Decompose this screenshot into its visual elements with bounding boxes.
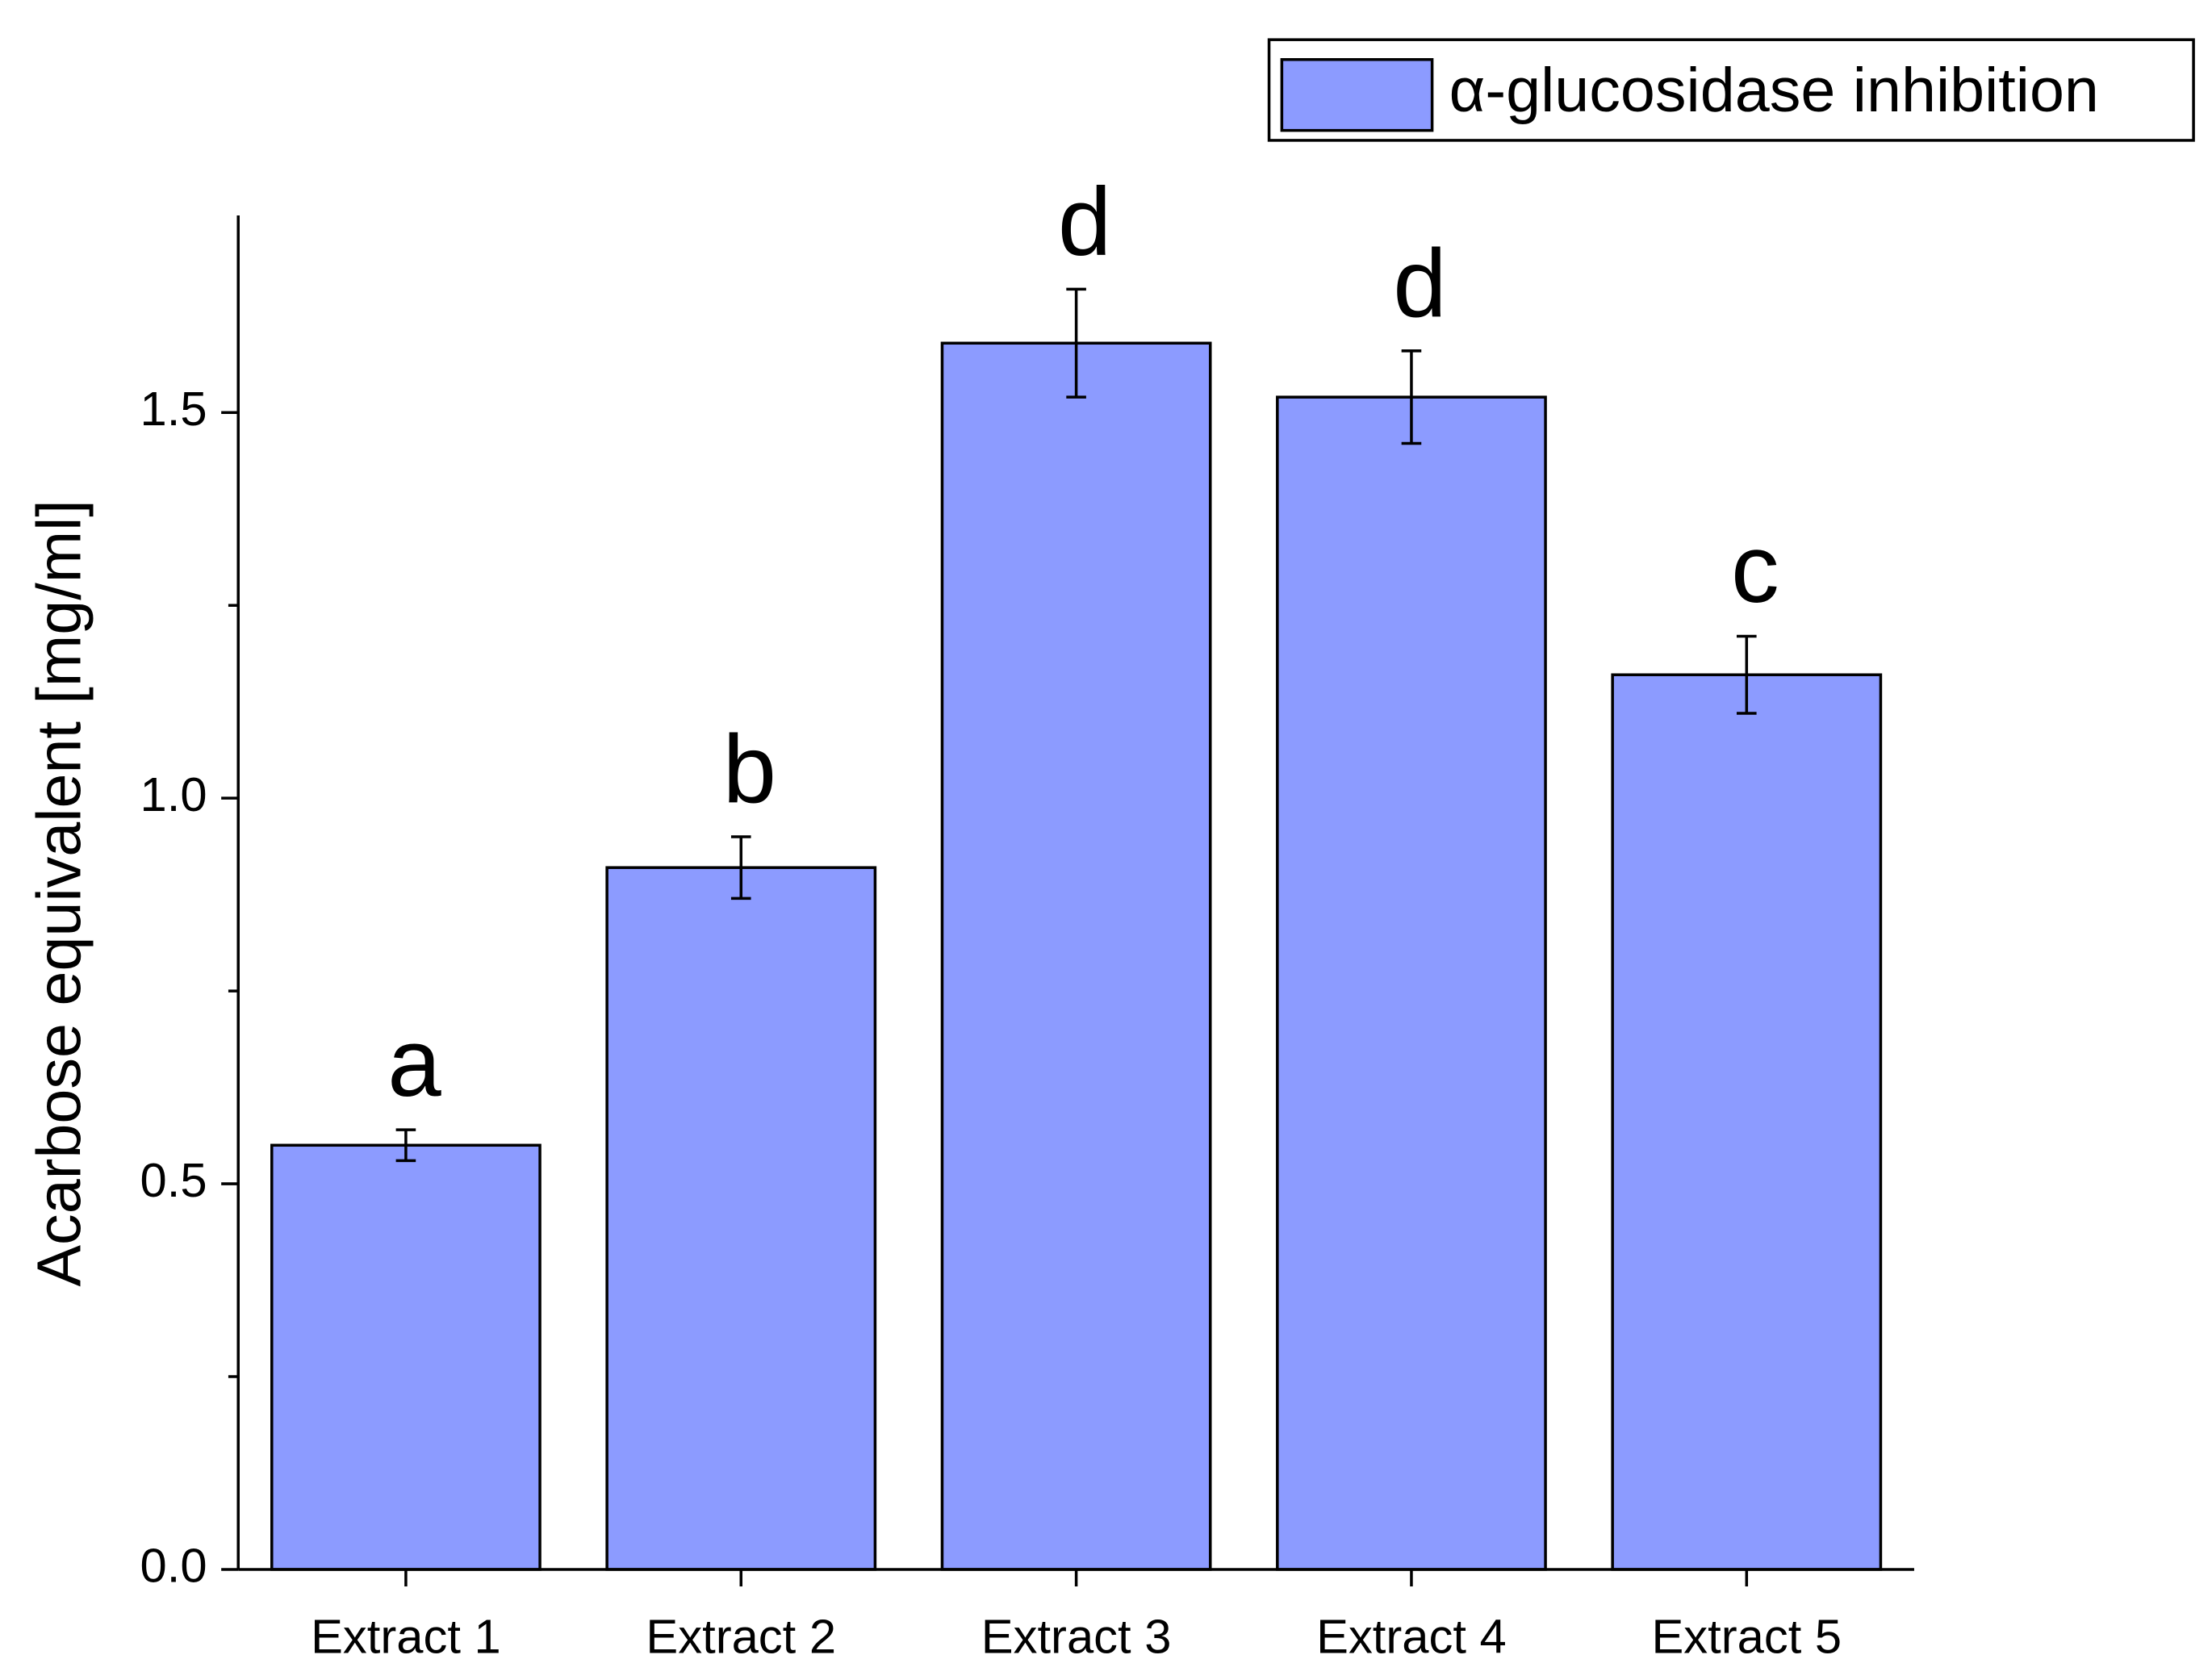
bar bbox=[1611, 673, 1883, 1571]
significance-letter: a bbox=[387, 1009, 441, 1117]
y-tick-label: 0.5 bbox=[140, 1153, 207, 1207]
y-tick-label: 1.0 bbox=[140, 767, 207, 821]
y-tick-label: 0.0 bbox=[140, 1539, 207, 1593]
x-tick-label: Extract 3 bbox=[981, 1610, 1172, 1664]
significance-letter: d bbox=[1058, 169, 1111, 276]
y-axis-label: Acarbose equivalent [mg/ml] bbox=[25, 499, 94, 1286]
x-tick-label: Extract 5 bbox=[1651, 1610, 1842, 1664]
error-bar bbox=[1736, 634, 1757, 715]
error-bar bbox=[395, 1128, 416, 1163]
bar bbox=[270, 1143, 542, 1571]
error-bar bbox=[1066, 287, 1086, 399]
significance-letter: d bbox=[1393, 231, 1446, 338]
significance-letter: b bbox=[723, 717, 776, 824]
bar bbox=[605, 866, 877, 1571]
legend-swatch bbox=[1280, 58, 1434, 132]
bar bbox=[1276, 395, 1547, 1571]
error-bar bbox=[730, 835, 751, 901]
legend-label: α-glucosidase inhibition bbox=[1449, 56, 2099, 125]
y-tick-label: 1.5 bbox=[140, 382, 207, 436]
significance-letter: c bbox=[1731, 516, 1779, 623]
x-tick-label: Extract 2 bbox=[646, 1610, 836, 1664]
x-tick-label: Extract 4 bbox=[1316, 1610, 1507, 1664]
error-bar bbox=[1401, 349, 1422, 445]
x-tick-label: Extract 1 bbox=[311, 1610, 501, 1664]
bar bbox=[940, 341, 1212, 1571]
